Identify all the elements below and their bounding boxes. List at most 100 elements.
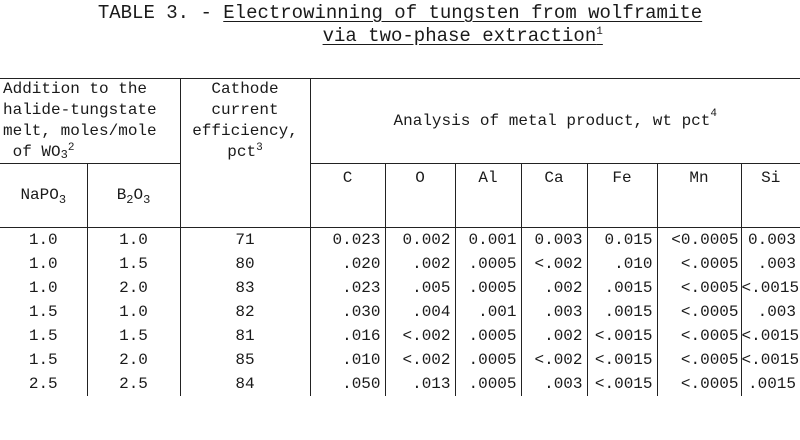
b2o3-cell: 1.0 xyxy=(87,226,181,252)
napo3-cell: 1.0 xyxy=(0,251,88,276)
cell-ca: <.002 xyxy=(521,251,588,276)
cell-fe: .0015 xyxy=(587,275,658,300)
cell-si: .003 xyxy=(757,254,796,273)
b2o3-cell: 1.0 xyxy=(87,299,181,324)
cell-c: .023 xyxy=(310,275,386,300)
cell-fe: <.0015 xyxy=(587,347,658,372)
cell-ca: .003 xyxy=(521,371,588,396)
table-caption: TABLE 3. - Electrowinning of tungsten fr… xyxy=(0,2,800,48)
cell-ca: <.002 xyxy=(521,347,588,372)
header-row-1: Addition to the halide-tungstate melt, m… xyxy=(0,78,800,227)
cell-ca: .003 xyxy=(521,299,588,324)
cell-fe: <.0015 xyxy=(587,371,658,396)
b2o3-cell: 1.5 xyxy=(87,251,181,276)
cell-o: 0.002 xyxy=(385,226,456,252)
napo3-cell: 1.5 xyxy=(0,323,88,348)
cell-c: 0.023 xyxy=(310,226,386,252)
cell-o: <.002 xyxy=(385,323,456,348)
efficiency-cell: 84 xyxy=(180,371,311,396)
cell-fe: 0.015 xyxy=(587,226,658,252)
cell-o: <.002 xyxy=(385,347,456,372)
napo3-cell: 1.0 xyxy=(0,275,88,300)
cell-mn: <.0005 xyxy=(657,371,742,396)
napo3-cell: 1.0 xyxy=(0,226,88,252)
cell-al: 0.001 xyxy=(455,226,522,252)
cell-mn: <.0005 xyxy=(657,299,742,324)
efficiency-cell: 81 xyxy=(180,323,311,348)
cell-ca: .002 xyxy=(521,323,588,348)
b2o3-cell: 1.5 xyxy=(87,323,181,348)
napo3-cell: 1.5 xyxy=(0,347,88,372)
cell-o: .005 xyxy=(385,275,456,300)
cell-al: .0005 xyxy=(455,347,522,372)
cell-fe: .0015 xyxy=(587,299,658,324)
caption-footnote-mark: 1 xyxy=(596,26,603,38)
addition-header: Addition to the halide-tungstate melt, m… xyxy=(0,78,181,163)
cell-mn: <.0005 xyxy=(657,251,742,276)
cell-mn: <.0005 xyxy=(657,347,742,372)
napo3-cell: 2.5 xyxy=(0,371,88,396)
caption-label: TABLE 3. - xyxy=(97,2,224,24)
napo3-cell: 1.5 xyxy=(0,299,88,324)
efficiency-cell: 71 xyxy=(180,226,311,252)
element-header-si: Si xyxy=(761,168,781,187)
caption-line-1: TABLE 3. - Electrowinning of tungsten fr… xyxy=(0,2,800,25)
cell-c: .030 xyxy=(310,299,386,324)
caption-title-line-1: Electrowinning of tungsten from wolframi… xyxy=(223,2,703,24)
cell-mn: <.0005 xyxy=(657,323,742,348)
element-header-o: O xyxy=(385,163,456,227)
table-row: 2.5 2.5 84.050.013.0005.003 <.0015 <.0005.00… xyxy=(0,371,800,396)
cell-al: .001 xyxy=(455,299,522,324)
b2o3-cell: 2.0 xyxy=(87,275,181,300)
table-row: 1.5 1.5 81.016 <.002.0005.002 <.0015 <.0005 <.… xyxy=(0,323,800,348)
element-header-fe: Fe xyxy=(587,163,658,227)
table-row: 1.0 1.0 71 0.023 0.002 0.001 0.003 0.015 <0.0005… xyxy=(0,226,800,252)
cell-si: <.0015 xyxy=(741,350,800,369)
analysis-header: Analysis of metal product, wt pct4 xyxy=(310,78,800,164)
b2o3-cell: 2.0 xyxy=(87,347,181,372)
cell-mn: <0.0005 xyxy=(657,226,742,252)
table-row: 1.5 2.0 85.010 <.002.0005 <.002 <.0015 <.0005 <… xyxy=(0,347,800,372)
cell-si: 0.003 xyxy=(741,226,800,252)
cell-mn: <.0005 xyxy=(657,275,742,300)
caption-title-line-2: via two-phase extraction1 xyxy=(322,25,603,47)
cell-o: .004 xyxy=(385,299,456,324)
efficiency-cell: 85 xyxy=(180,347,311,372)
caption-line-2: TABLE 3. - via two-phase extraction1 xyxy=(0,25,800,48)
table-body: 1.0 1.0 71 0.023 0.002 0.001 0.003 0.015 <0.0005… xyxy=(0,226,800,396)
cell-si: .003 xyxy=(757,302,796,321)
efficiency-cell: 80 xyxy=(180,251,311,276)
element-header-c: C xyxy=(310,163,386,227)
table-row: 1.5 1.0 82.030.004.001.003.0015 <.0005.003 xyxy=(0,299,800,324)
cell-fe: .010 xyxy=(587,251,658,276)
cell-al: .0005 xyxy=(455,323,522,348)
element-header-mn: Mn xyxy=(657,163,742,227)
cell-al: .0005 xyxy=(455,251,522,276)
cell-ca: .002 xyxy=(521,275,588,300)
efficiency-header: Cathode current efficiency, pct3 xyxy=(180,78,311,227)
table-row: 1.0 1.5 80.020.002.0005 <.002.010 <.0005 .003 xyxy=(0,251,800,276)
table-row: 1.0 2.0 83.023.005.0005.002.0015 <.0005 <.00… xyxy=(0,275,800,300)
cell-c: .050 xyxy=(310,371,386,396)
element-header-ca: Ca xyxy=(521,163,588,227)
b2o3-cell: 2.5 xyxy=(87,371,181,396)
cell-c: .020 xyxy=(310,251,386,276)
cell-fe: <.0015 xyxy=(587,323,658,348)
electrowinning-table: Addition to the halide-tungstate melt, m… xyxy=(0,78,800,396)
cell-ca: 0.003 xyxy=(521,226,588,252)
cell-al: .0005 xyxy=(455,371,522,396)
efficiency-cell: 82 xyxy=(180,299,311,324)
cell-si: .0015 xyxy=(747,374,796,393)
cell-o: .002 xyxy=(385,251,456,276)
cell-o: .013 xyxy=(385,371,456,396)
element-header-al: Al xyxy=(455,163,522,227)
cell-si: <.0015 xyxy=(741,278,800,297)
b2o3-header: B2O3 xyxy=(87,163,181,227)
napo3-header: NaPO3 xyxy=(0,163,88,227)
header-row-3: NaPO3 B2O3 xyxy=(0,163,800,227)
header-row-2: C O Al Ca Fe Mn Si xyxy=(0,163,800,227)
cell-al: .0005 xyxy=(455,275,522,300)
efficiency-cell: 83 xyxy=(180,275,311,300)
cell-c: .010 xyxy=(310,347,386,372)
cell-c: .016 xyxy=(310,323,386,348)
